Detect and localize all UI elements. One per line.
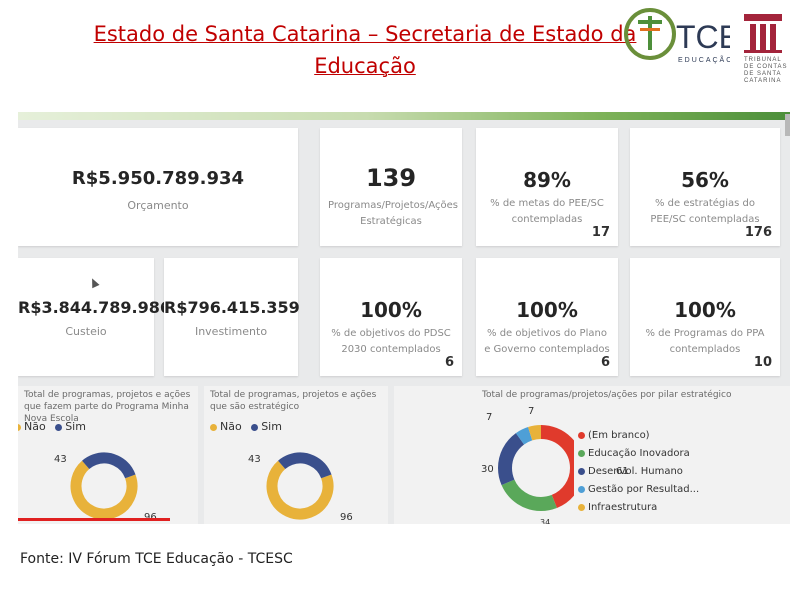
kpi-card-metas: 89% % de metas do PEE/SC contempladas 17 (476, 128, 618, 246)
kpi-value: 100% (516, 298, 578, 322)
donut-title: Total de programas/projetos/ações por pi… (482, 390, 732, 400)
legend-swatch-icon (578, 467, 585, 475)
kpi-count: 10 (753, 355, 772, 370)
legend-swatch-icon (210, 423, 217, 431)
donut-title: Total de programas, projetos e ações que… (24, 390, 191, 424)
kpi-value: 89% (523, 168, 571, 192)
donut-segment (498, 425, 574, 511)
kpi-card-programas: 139 Programas/Projetos/Ações Estratégica… (320, 128, 462, 246)
donut-chart: 43 96 (248, 452, 353, 523)
donut-value-label: 61 (616, 466, 629, 477)
donut-value-label: 43 (248, 454, 261, 465)
kpi-count: 6 (444, 355, 454, 370)
legend-label: Sim (65, 420, 86, 433)
kpi-label: % de objetivos do PDSC 2030 contemplados (331, 328, 451, 355)
source-caption: Fonte: IV Fórum TCE Educação - TCESC (20, 551, 293, 567)
donut-value-label: 7 (528, 406, 534, 417)
legend-label: Não (220, 420, 242, 433)
legend-swatch-icon (578, 485, 585, 493)
donut-chart: 43 96 (54, 452, 157, 523)
donut-title: Total de programas, projetos e ações que… (210, 390, 377, 412)
legend-item: Desenvol. Humano (578, 466, 683, 477)
legend-item: Gestão por Resultad... (578, 484, 699, 495)
donut-legend: Não Sim (210, 420, 282, 433)
tce-logo-text: TCE (676, 19, 730, 55)
kpi-card-ppa: 100% % de Programas do PPA contemplados … (630, 258, 780, 376)
kpi-card-pdsc: 100% % de objetivos do PDSC 2030 contemp… (320, 258, 462, 376)
donut-legend: Não Sim (18, 420, 86, 433)
legend-swatch-icon (55, 423, 63, 431)
tcesc-line-3: DE SANTA (744, 71, 782, 77)
donut-value-label: 7 (486, 412, 492, 423)
donut-segment (266, 452, 334, 520)
donut-card-estrategico: Total de programas, projetos e ações que… (204, 386, 388, 524)
tce-educacao-logo: TCE EDUCAÇÃO (624, 8, 730, 64)
legend-label: Gestão por Resultad... (588, 484, 700, 495)
legend-label: Não (24, 420, 46, 433)
scrollbar (785, 114, 790, 136)
kpi-label: Investimento (194, 325, 268, 338)
donut-segment (498, 425, 574, 511)
legend-swatch-icon (578, 503, 585, 511)
dashboard-top-bar (18, 112, 790, 120)
donut-value-label: 34 (540, 518, 551, 524)
legend-swatch-icon (578, 431, 585, 439)
legend-label: (Em branco) (588, 430, 650, 441)
donut-chart: 30 7 7 (481, 406, 574, 511)
donut-card-pilar: Total de programas/projetos/ações por pi… (394, 386, 790, 524)
kpi-card-orcamento: R$5.950.789.934 Orçamento (18, 128, 298, 246)
kpi-label: % de metas do PEE/SC contempladas (490, 198, 604, 225)
kpi-value: R$3.844.789.986 (18, 298, 172, 317)
kpi-count: 176 (744, 225, 772, 240)
kpi-value: R$796.415.359 (164, 298, 300, 317)
progress-indicator (18, 518, 170, 521)
kpi-label: Programas/Projetos/Ações Estratégicas (328, 200, 458, 227)
legend-label: Educação Inovadora (588, 448, 690, 459)
tcesc-line-1: TRIBUNAL (744, 57, 782, 63)
tce-sc-logo: TRIBUNAL DE CONTAS DE SANTA CATARINA (744, 14, 788, 84)
legend-swatch-icon (18, 423, 21, 431)
donut-segment (70, 452, 138, 520)
kpi-value: R$5.950.789.934 (71, 168, 245, 189)
dashboard-screenshot: R$5.950.789.934 Orçamento 139 Programas/… (18, 112, 790, 524)
kpi-value: 100% (360, 298, 422, 322)
kpi-label: % de estratégias do PEE/SC contempladas (650, 198, 760, 225)
kpi-card-plano-governo: 100% % de objetivos do Plano e Governo c… (476, 258, 618, 376)
legend-label: Infraestrutura (588, 502, 658, 513)
kpi-count: 6 (600, 355, 610, 370)
legend-swatch-icon (251, 423, 259, 431)
legend-item: Educação Inovadora (578, 448, 690, 459)
legend-label: Desenvol. Humano (588, 466, 683, 477)
legend-swatch-icon (578, 449, 585, 457)
legend-label: Sim (261, 420, 282, 433)
kpi-value: 100% (674, 298, 736, 322)
donut-value-label: 96 (144, 512, 157, 523)
kpi-value: 56% (681, 168, 729, 192)
donut-value-label: 43 (54, 454, 67, 465)
page-title: Estado de Santa Catarina – Secretaria de… (93, 22, 637, 78)
kpi-label: Orçamento (127, 199, 189, 212)
tcesc-line-2: DE CONTAS (744, 64, 788, 70)
kpi-value: 139 (365, 164, 417, 192)
legend-item: Infraestrutura (578, 502, 657, 513)
kpi-label: % de objetivos do Plano e Governo contem… (484, 328, 610, 355)
kpi-label: Custeio (65, 325, 107, 338)
tcesc-line-4: CATARINA (744, 78, 781, 84)
kpi-card-investimento: R$796.415.359 Investimento (164, 258, 300, 376)
donut-value-label: 96 (340, 512, 353, 523)
kpi-card-custeio: R$3.844.789.986 Custeio (18, 258, 172, 376)
donut-segment (498, 425, 574, 511)
donut-card-minha-nova-escola: Total de programas, projetos e ações que… (18, 386, 198, 524)
kpi-card-estrategias: 56% % de estratégias do PEE/SC contempla… (630, 128, 780, 246)
legend-item: (Em branco) (578, 430, 650, 441)
tce-logo-subtext: EDUCAÇÃO (678, 55, 730, 64)
donut-value-label: 30 (481, 464, 494, 475)
kpi-count: 17 (591, 225, 610, 240)
kpi-label: % de Programas do PPA contemplados (645, 328, 765, 355)
